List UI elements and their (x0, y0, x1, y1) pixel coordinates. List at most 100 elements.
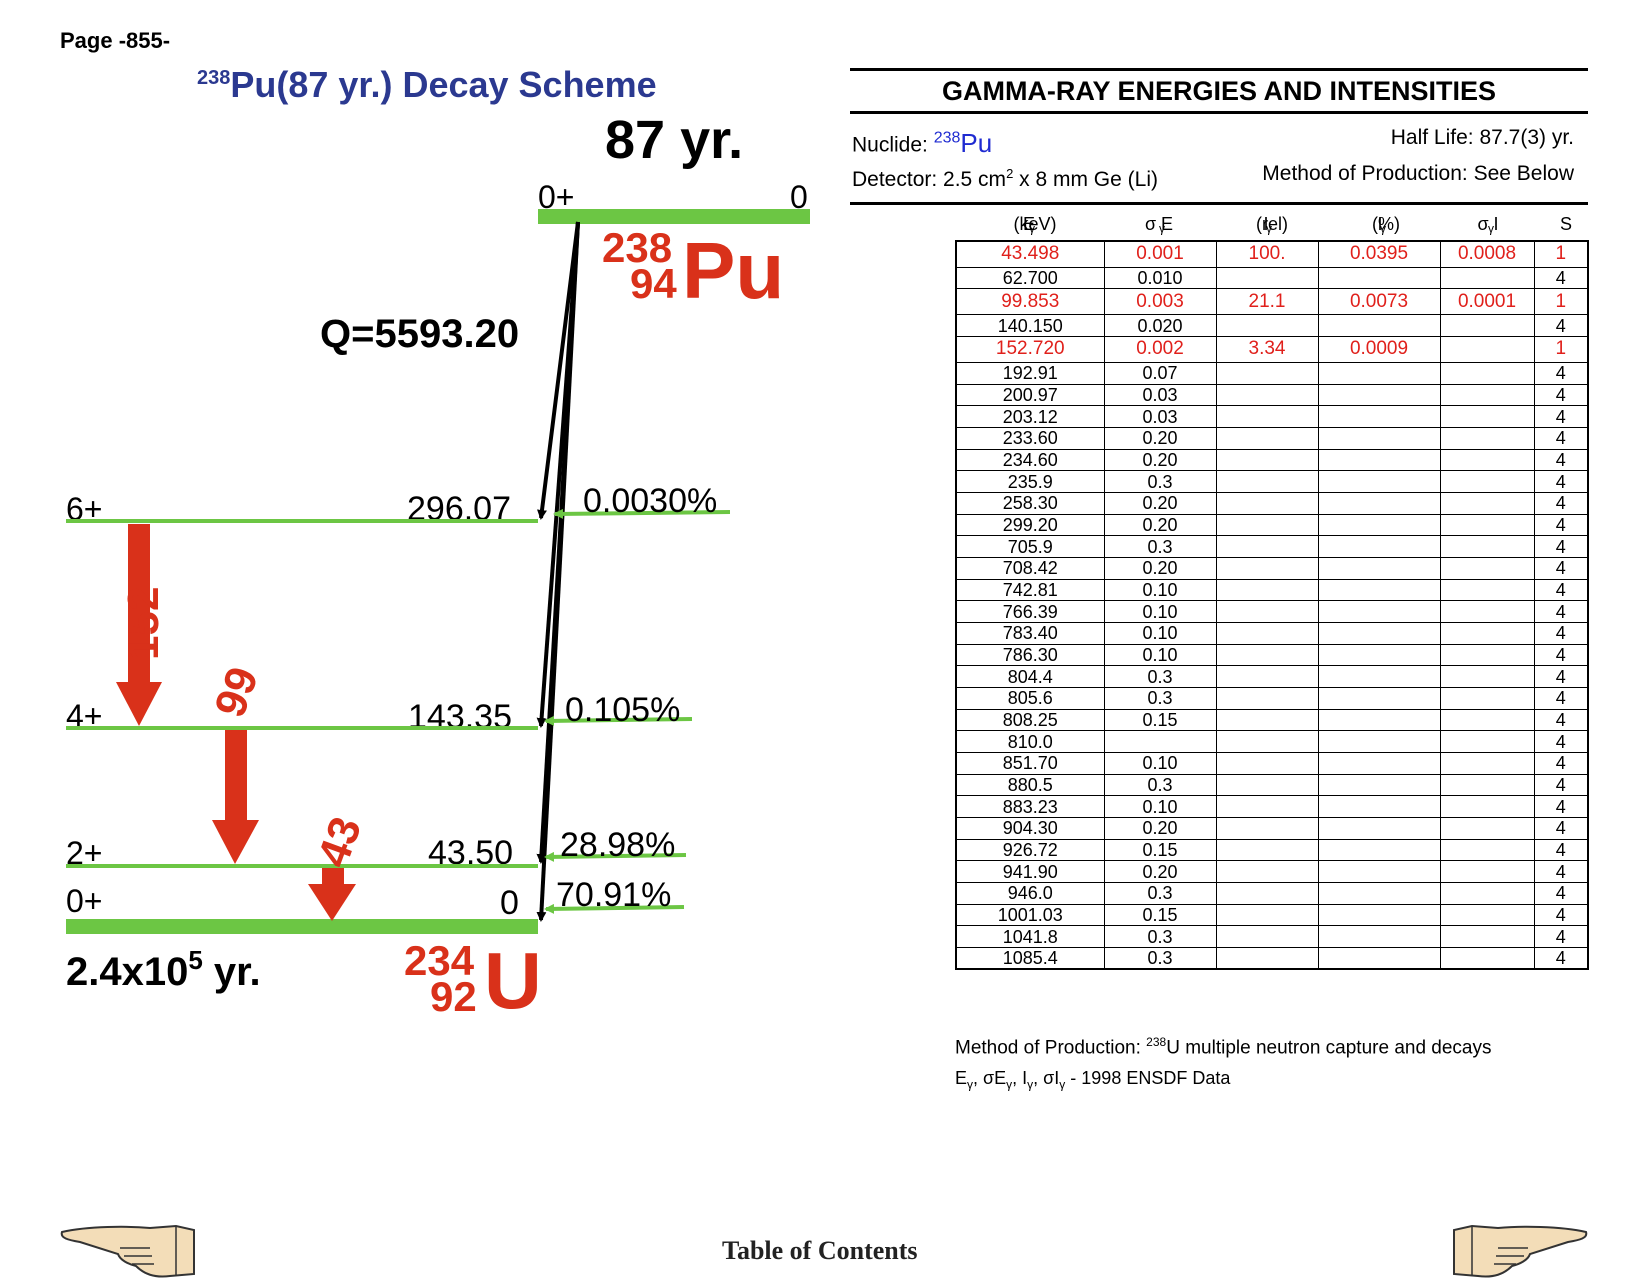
parent-energy: 0 (790, 179, 808, 215)
table-row: 62.700 0.010 4 (955, 266, 1589, 290)
table-cell (1439, 925, 1535, 948)
table-row: 1001.03 0.15 4 (955, 903, 1589, 927)
table-cell: 4 (1533, 773, 1589, 797)
table-cell: 810.0 (955, 730, 1105, 753)
table-cell: 4 (1533, 383, 1589, 407)
table-row: 299.20 0.20 4 (955, 513, 1589, 537)
table-cell: 4 (1533, 266, 1589, 290)
table-row: 99.853 0.003 21.1 0.0073 0.0001 1 (955, 288, 1589, 316)
table-cell (1215, 881, 1319, 905)
table-cell: 0.0395 (1317, 240, 1441, 268)
table-cell (1439, 405, 1535, 428)
table-cell (1215, 578, 1319, 602)
level-energy: 0 (500, 884, 519, 922)
table-cell: 200.97 (955, 383, 1105, 407)
top-rule (850, 68, 1588, 71)
table-cell: 234.60 (955, 448, 1105, 472)
table-cell (1439, 708, 1535, 732)
table-cell (1215, 665, 1319, 688)
table-row: 140.150 0.020 4 (955, 314, 1589, 337)
pointing-hand-left-icon[interactable] (58, 1218, 198, 1280)
table-cell (1103, 730, 1217, 753)
table-cell (1317, 860, 1441, 883)
table-cell (1317, 556, 1441, 580)
table-cell: 140.150 (955, 314, 1105, 337)
table-cell (1439, 665, 1535, 688)
table-cell (1439, 266, 1535, 290)
table-cell (1439, 361, 1535, 385)
table-cell: 0.3 (1103, 881, 1217, 905)
table-cell: 62.700 (955, 266, 1105, 290)
table-of-contents-link[interactable]: Table of Contents (722, 1236, 918, 1265)
table-cell (1215, 426, 1319, 450)
table-cell (1215, 946, 1319, 970)
heading-rule (850, 111, 1588, 114)
table-cell: 233.60 (955, 426, 1105, 450)
table-cell: 0.03 (1103, 383, 1217, 407)
table-cell (1215, 535, 1319, 558)
table-cell: 808.25 (955, 708, 1105, 732)
table-row: 808.25 0.15 4 (955, 708, 1589, 732)
table-cell (1317, 665, 1441, 688)
table-row: 783.40 0.10 4 (955, 621, 1589, 645)
level-branch: 0.0030% (583, 482, 717, 520)
table-cell (1317, 903, 1441, 927)
table-cell (1317, 751, 1441, 775)
table-cell (1439, 860, 1535, 883)
title-text: Pu(87 yr.) Decay Scheme (230, 64, 657, 105)
table-cell: 192.91 (955, 361, 1105, 385)
production-method-note: Method of Production: 238U multiple neut… (955, 1035, 1492, 1059)
table-row: 233.60 0.20 4 (955, 426, 1589, 450)
table-cell: 0.3 (1103, 470, 1217, 493)
table-cell (1317, 405, 1441, 428)
table-cell: 804.4 (955, 665, 1105, 688)
table-cell (1439, 600, 1535, 623)
table-cell: 946.0 (955, 881, 1105, 905)
half-life-info: Half Life: 87.7(3) yr. (1390, 126, 1574, 149)
table-row: 235.9 0.3 4 (955, 470, 1589, 493)
table-row: 880.5 0.3 4 (955, 773, 1589, 797)
table-cell: 0.3 (1103, 773, 1217, 797)
table-cell: 883.23 (955, 795, 1105, 818)
level-spin: 0+ (66, 883, 102, 919)
table-row: 766.39 0.10 4 (955, 600, 1589, 623)
level-6plus: 6+ 296.07 0.0030% (66, 482, 731, 528)
table-cell: 0.3 (1103, 665, 1217, 688)
table-cell: 0.3 (1103, 686, 1217, 710)
table-cell: 1041.8 (955, 925, 1105, 948)
table-cell: 4 (1533, 665, 1589, 688)
alpha-line-to-0 (536, 221, 580, 922)
table-cell (1215, 491, 1319, 515)
gamma-panel-heading: GAMMA-RAY ENERGIES AND INTENSITIES (941, 76, 1497, 106)
table-cell: 4 (1533, 621, 1589, 645)
table-row: 192.91 0.07 4 (955, 361, 1589, 385)
table-cell (1317, 513, 1441, 537)
table-row: 200.97 0.03 4 (955, 383, 1589, 407)
level-branch: 70.91% (556, 876, 671, 914)
table-cell (1317, 946, 1441, 970)
table-cell (1317, 686, 1441, 710)
production-method-info: Method of Production: See Below (1262, 161, 1574, 185)
table-cell: 4 (1533, 556, 1589, 580)
table-cell: 4 (1533, 946, 1589, 970)
table-row: 851.70 0.10 4 (955, 751, 1589, 775)
table-cell: 783.40 (955, 621, 1105, 645)
table-cell: 100. (1215, 240, 1319, 268)
table-cell (1317, 361, 1441, 385)
table-cell (1215, 903, 1319, 927)
table-cell: 99.853 (955, 288, 1105, 316)
table-cell: 0.15 (1103, 903, 1217, 927)
table-cell: 0.3 (1103, 535, 1217, 558)
table-row: 1041.8 0.3 4 (955, 925, 1589, 948)
table-cell: 21.1 (1215, 288, 1319, 316)
alpha-line-to-296 (537, 221, 580, 520)
table-row: 203.12 0.03 4 (955, 405, 1589, 428)
table-cell (1215, 838, 1319, 862)
pointing-hand-right-icon[interactable] (1450, 1218, 1590, 1280)
gamma-ray-table: 43.498 0.001 100. 0.0395 0.0008 1 62.700 0.010 4… (955, 240, 1589, 971)
table-cell: 0.20 (1103, 426, 1217, 450)
table-row: 941.90 0.20 4 (955, 860, 1589, 883)
gamma-label: 99 (205, 661, 268, 724)
nuclide-info: Nuclide: 238Pu (852, 127, 993, 158)
table-row: 810.0 4 (955, 730, 1589, 753)
